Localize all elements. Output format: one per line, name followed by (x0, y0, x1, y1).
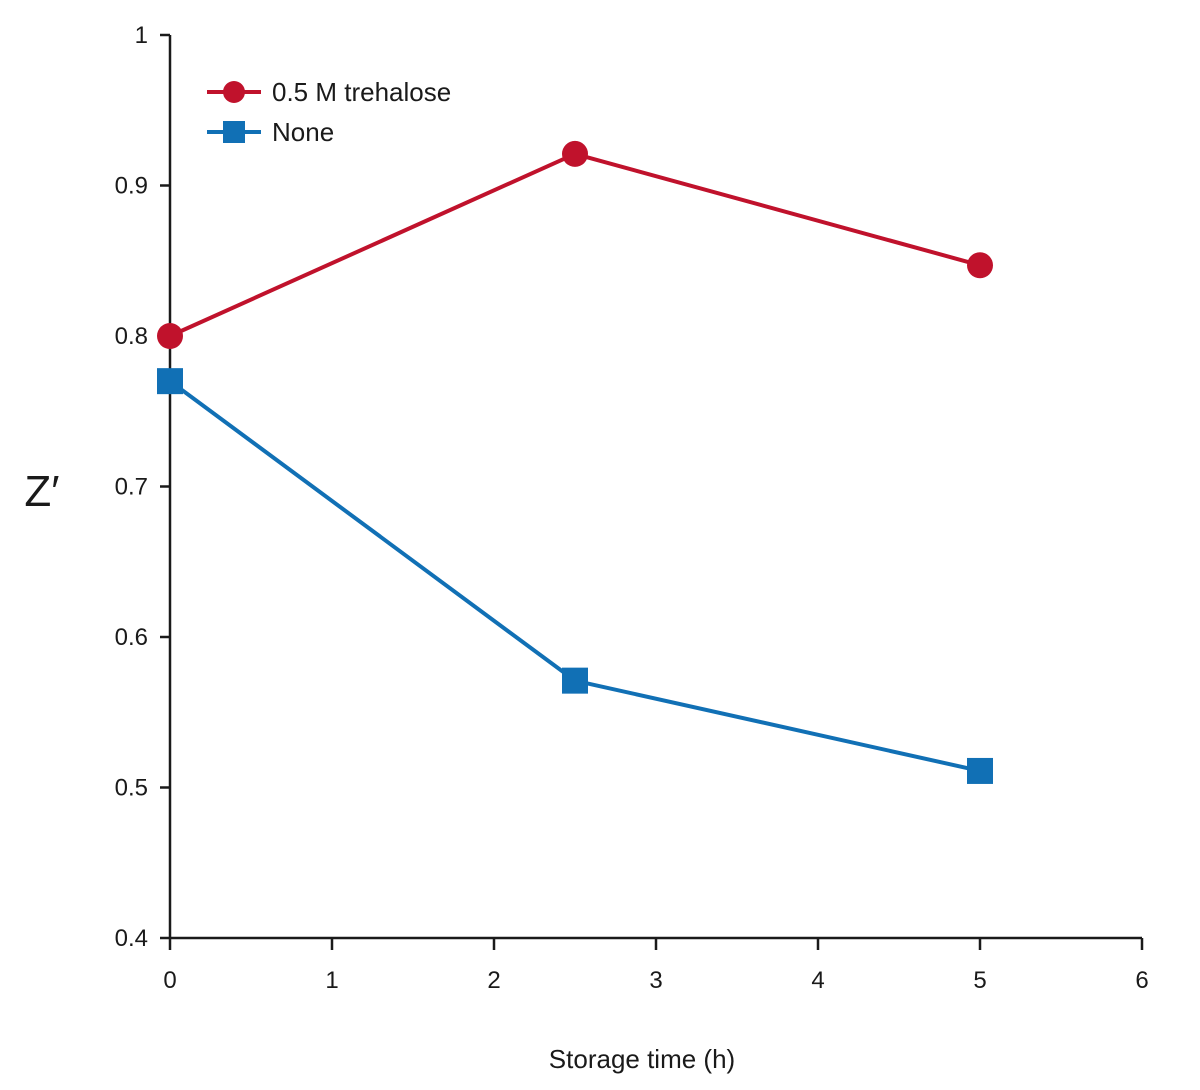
series-line (169, 151, 981, 338)
y-tick-label: 0.7 (115, 474, 148, 501)
x-ticks: 0 1 2 3 4 5 6 (163, 938, 1149, 994)
y-tick-label: 0.5 (115, 775, 148, 802)
x-axis-label: Storage time (h) (549, 1044, 735, 1074)
data-point-circle (562, 140, 588, 167)
legend-label: 0.5 M trehalose (272, 77, 451, 107)
x-tick-label: 3 (649, 967, 662, 994)
series-trehalose (157, 140, 993, 349)
x-tick-label: 6 (1135, 967, 1148, 994)
data-point-square (967, 757, 993, 784)
data-point-square (157, 368, 183, 395)
y-axis-label: Z′ (24, 467, 59, 516)
series-line (168, 379, 981, 773)
data-point-square (562, 667, 588, 694)
y-tick-label: 1 (135, 22, 148, 49)
x-tick-label: 0 (163, 967, 176, 994)
y-tick-label: 0.8 (115, 323, 148, 350)
x-tick-label: 2 (487, 967, 500, 994)
x-tick-label: 4 (811, 967, 824, 994)
x-tick-label: 5 (973, 967, 986, 994)
legend: 0.5 M trehalose None (207, 77, 451, 147)
data-point-circle (967, 252, 993, 279)
series-layer (157, 140, 993, 784)
series-none (157, 368, 993, 784)
y-ticks: 0.4 0.5 0.6 0.7 0.8 0.9 1 (115, 22, 170, 952)
y-tick-label: 0.6 (115, 624, 148, 651)
y-tick-label: 0.4 (115, 925, 148, 952)
y-tick-label: 0.9 (115, 173, 148, 200)
legend-label: None (272, 117, 334, 147)
legend-item: 0.5 M trehalose (207, 77, 451, 107)
data-point-circle (157, 323, 183, 349)
legend-marker-circle (223, 81, 245, 103)
x-tick-label: 1 (325, 967, 338, 994)
legend-item: None (207, 117, 334, 147)
legend-marker-square (223, 121, 245, 143)
